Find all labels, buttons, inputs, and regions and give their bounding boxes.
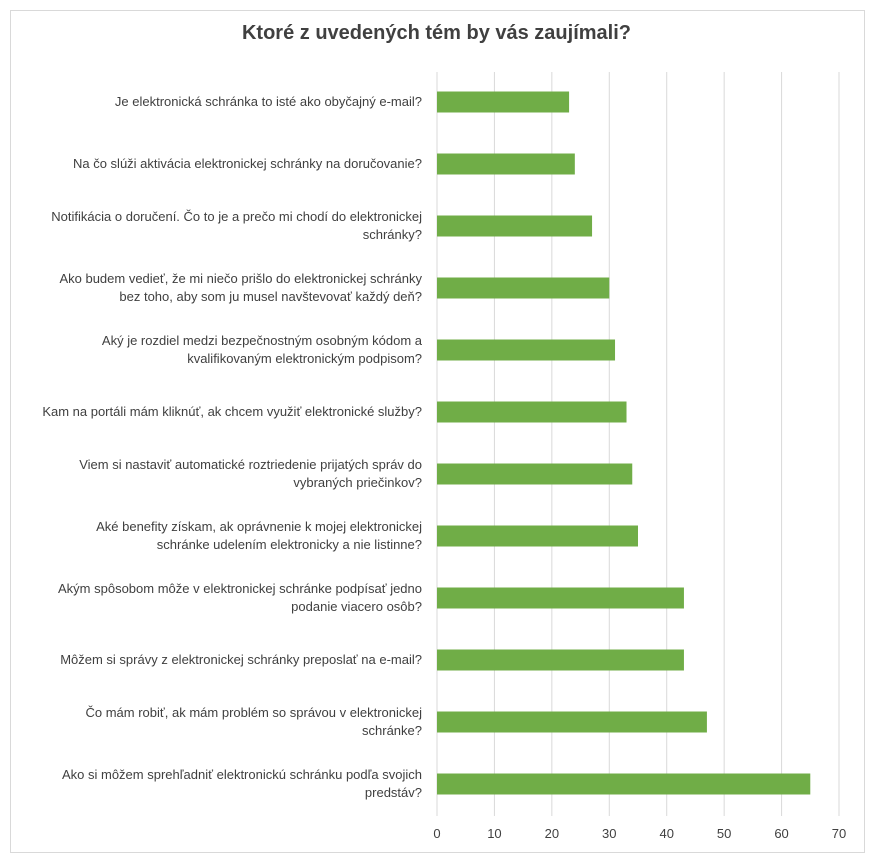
x-tick-label-50: 50 xyxy=(717,826,731,841)
category-label-8: Aké benefity získam, ak oprávnenie k moj… xyxy=(7,518,422,554)
category-label-9: Akým spôsobom môže v elektronickej schrá… xyxy=(7,580,422,616)
category-label-11: Čo mám robiť, ak mám problém so správou … xyxy=(7,704,423,740)
category-label-line: Kam na portáli mám kliknúť, ak chcem vyu… xyxy=(42,404,422,419)
category-label-line: kvalifikovaným elektronickým podpisom? xyxy=(187,351,422,366)
category-label-line: Ako si môžem sprehľadniť elektronickú sc… xyxy=(61,767,422,782)
category-label-line: Aký je rozdiel medzi bezpečnostným osobn… xyxy=(101,333,422,348)
category-label-5: Aký je rozdiel medzi bezpečnostným osobn… xyxy=(7,332,422,368)
bar-3: 27 xyxy=(437,215,593,237)
x-tick-label-60: 60 xyxy=(774,826,788,841)
x-tick-label-20: 20 xyxy=(545,826,559,841)
category-label-12: Ako si môžem sprehľadniť elektronickú sc… xyxy=(7,766,422,802)
chart-frame xyxy=(10,10,865,853)
bar-11: 47 xyxy=(437,711,707,733)
bar-6: 33 xyxy=(437,401,627,423)
bar-2: 24 xyxy=(437,153,575,175)
category-label-2: Na čo slúži aktivácia elektronickej schr… xyxy=(7,155,422,173)
category-label-line: Na čo slúži aktivácia elektronickej schr… xyxy=(72,156,422,171)
category-label-4: Ako budem vedieť, že mi niečo prišlo do … xyxy=(7,270,422,306)
bar-1: 23 xyxy=(437,91,570,113)
bar-7: 34 xyxy=(437,463,633,485)
bar-9: 43 xyxy=(437,587,684,609)
category-label-line: Čo mám robiť, ak mám problém so správou … xyxy=(85,705,423,720)
category-label-line: Je elektronická schránka to isté ako oby… xyxy=(114,94,422,109)
category-label-1: Je elektronická schránka to isté ako oby… xyxy=(7,93,422,111)
x-tick-label-0: 0 xyxy=(433,826,440,841)
category-label-line: Ako budem vedieť, že mi niečo prišlo do … xyxy=(59,271,422,286)
category-label-line: podanie viacero osôb? xyxy=(291,599,422,614)
bar-5: 31 xyxy=(437,339,616,361)
category-label-line: predstáv? xyxy=(364,785,422,800)
category-label-line: Aké benefity získam, ak oprávnenie k moj… xyxy=(96,519,422,534)
category-label-line: schránky? xyxy=(362,227,422,242)
category-label-6: Kam na portáli mám kliknúť, ak chcem vyu… xyxy=(7,403,422,421)
category-label-line: Notifikácia o doručení. Čo to je a prečo… xyxy=(51,209,422,224)
bar-12: 65 xyxy=(437,773,811,795)
category-label-line: bez toho, aby som ju musel navštevovať k… xyxy=(119,289,422,304)
x-tick-label-10: 10 xyxy=(487,826,501,841)
category-label-line: Môžem si správy z elektronickej schránky… xyxy=(60,652,422,667)
bar-8: 35 xyxy=(437,525,638,547)
category-label-10: Môžem si správy z elektronickej schránky… xyxy=(7,651,422,669)
x-tick-label-30: 30 xyxy=(602,826,616,841)
category-label-line: Akým spôsobom môže v elektronickej schrá… xyxy=(58,581,422,596)
chart-title: Ktoré z uvedených tém by vás zaujímali? xyxy=(241,22,631,44)
bar-10: 43 xyxy=(437,649,684,671)
x-tick-label-40: 40 xyxy=(659,826,673,841)
x-tick-label-70: 70 xyxy=(832,826,846,841)
category-label-line: Viem si nastaviť automatické roztriedeni… xyxy=(79,457,422,472)
category-label-7: Viem si nastaviť automatické roztriedeni… xyxy=(7,456,422,492)
category-label-line: schránke? xyxy=(362,723,422,738)
category-label-line: schránke udelením elektronicky a nie lis… xyxy=(156,537,422,552)
category-label-line: vybraných priečinkov? xyxy=(293,475,422,490)
bar-4: 30 xyxy=(437,277,610,299)
category-label-3: Notifikácia o doručení. Čo to je a prečo… xyxy=(7,208,422,244)
